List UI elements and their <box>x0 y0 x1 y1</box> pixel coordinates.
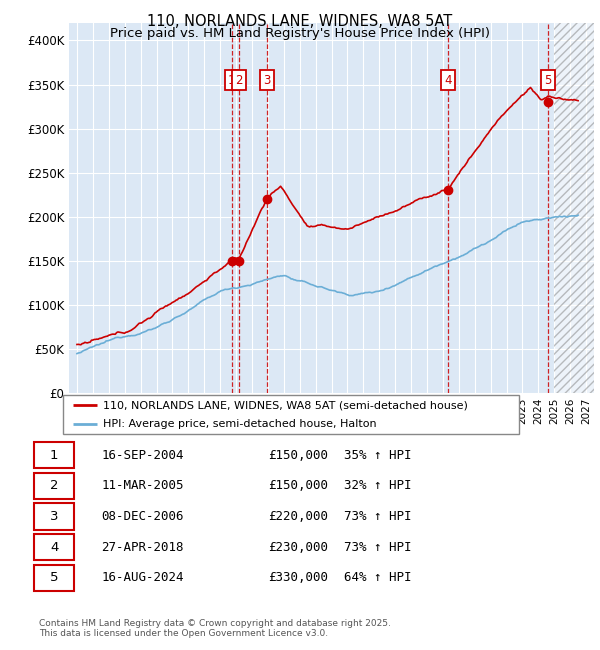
Text: 5: 5 <box>544 73 552 86</box>
Text: 3: 3 <box>263 73 271 86</box>
Text: 3: 3 <box>50 510 58 523</box>
FancyBboxPatch shape <box>34 503 74 530</box>
FancyBboxPatch shape <box>34 534 74 560</box>
FancyBboxPatch shape <box>34 565 74 591</box>
Text: 1: 1 <box>228 73 235 86</box>
FancyBboxPatch shape <box>63 395 519 434</box>
Text: 1: 1 <box>50 448 58 461</box>
Text: 110, NORLANDS LANE, WIDNES, WA8 5AT (semi-detached house): 110, NORLANDS LANE, WIDNES, WA8 5AT (sem… <box>103 400 468 410</box>
FancyBboxPatch shape <box>34 473 74 499</box>
Text: 64% ↑ HPI: 64% ↑ HPI <box>344 571 412 584</box>
Text: £230,000: £230,000 <box>268 541 328 554</box>
Text: 2: 2 <box>235 73 243 86</box>
Text: 35% ↑ HPI: 35% ↑ HPI <box>344 448 412 461</box>
Text: £330,000: £330,000 <box>268 571 328 584</box>
Text: £220,000: £220,000 <box>268 510 328 523</box>
Text: £150,000: £150,000 <box>268 479 328 492</box>
Text: HPI: Average price, semi-detached house, Halton: HPI: Average price, semi-detached house,… <box>103 419 377 429</box>
Text: 73% ↑ HPI: 73% ↑ HPI <box>344 541 412 554</box>
Text: 08-DEC-2006: 08-DEC-2006 <box>101 510 184 523</box>
Text: 73% ↑ HPI: 73% ↑ HPI <box>344 510 412 523</box>
Bar <box>554 23 594 393</box>
Text: 16-AUG-2024: 16-AUG-2024 <box>101 571 184 584</box>
Text: 2: 2 <box>50 479 58 492</box>
Text: 4: 4 <box>444 73 452 86</box>
Text: Contains HM Land Registry data © Crown copyright and database right 2025.
This d: Contains HM Land Registry data © Crown c… <box>39 619 391 638</box>
Text: 11-MAR-2005: 11-MAR-2005 <box>101 479 184 492</box>
FancyBboxPatch shape <box>34 442 74 468</box>
Bar <box>554 23 594 393</box>
Text: Price paid vs. HM Land Registry's House Price Index (HPI): Price paid vs. HM Land Registry's House … <box>110 27 490 40</box>
Text: 5: 5 <box>50 571 58 584</box>
Text: 110, NORLANDS LANE, WIDNES, WA8 5AT: 110, NORLANDS LANE, WIDNES, WA8 5AT <box>148 14 452 29</box>
Text: 16-SEP-2004: 16-SEP-2004 <box>101 448 184 461</box>
Text: £150,000: £150,000 <box>268 448 328 461</box>
Text: 32% ↑ HPI: 32% ↑ HPI <box>344 479 412 492</box>
Text: 27-APR-2018: 27-APR-2018 <box>101 541 184 554</box>
Text: 4: 4 <box>50 541 58 554</box>
